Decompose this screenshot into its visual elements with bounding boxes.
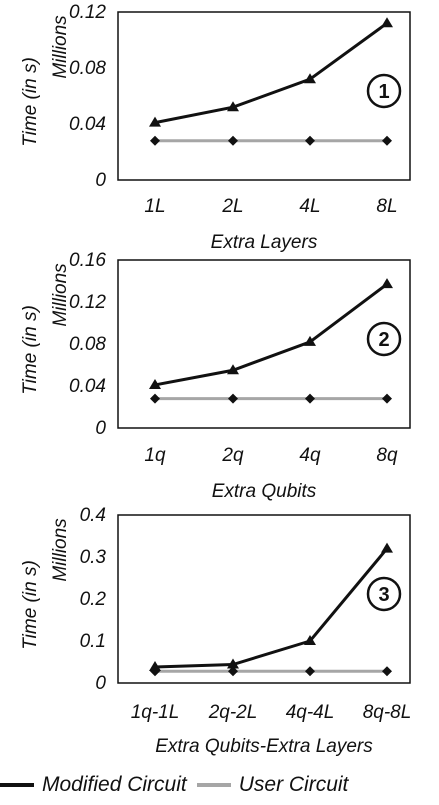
chart-1-frame: [117, 11, 411, 181]
chart-2-xtick-label: 8q: [376, 445, 398, 466]
chart-3-point-user: [228, 666, 238, 677]
legend-item-modified: Modified Circuit: [0, 773, 187, 797]
chart-2-xlabel: Extra Qubits: [212, 481, 317, 502]
chart-3-point-user: [382, 666, 392, 677]
chart-1-point-user: [150, 135, 160, 146]
chart-1-ytick-label: 0.04: [69, 114, 106, 135]
chart-1-xtick-label: 8L: [376, 196, 397, 217]
chart-2-series-modified-line: [154, 282, 388, 387]
chart-2-point-user: [305, 393, 315, 404]
chart-1-ytick-label: 0.12: [69, 2, 106, 23]
chart-3-point-modified: [149, 661, 161, 672]
chart-3-ytick-label: 0.2: [80, 589, 107, 610]
chart-3-xlabel: Extra Qubits-Extra Layers: [155, 736, 373, 757]
chart-3-badge-circle: [366, 576, 402, 612]
chart-2-point-user: [150, 393, 160, 404]
legend: Modified Circuit User Circuit: [0, 768, 439, 802]
legend-swatch-modified: [0, 783, 34, 787]
chart-3-xtick-label: 4q-4L: [286, 702, 335, 723]
legend-swatch-user: [196, 783, 231, 787]
chart-3-yunit-label: Millions: [50, 518, 71, 582]
chart-2-ytick-label: 0.08: [69, 334, 106, 355]
chart-1-badge-label: 1: [378, 81, 389, 103]
chart-3-xtick-label: 1q-1L: [131, 702, 180, 723]
chart-3-xtick-label: 8q-8L: [363, 702, 412, 723]
chart-2-badge-label: 2: [378, 329, 389, 351]
chart-3-point-user: [305, 666, 315, 677]
chart-2-xtick-label: 2q: [221, 445, 244, 466]
chart-2-ytick-label: 0.12: [69, 292, 106, 313]
chart-3-badge-label: 3: [378, 584, 389, 606]
chart-2-ylabel: Time (in s): [20, 305, 41, 395]
chart-1-yunit-label: Millions: [50, 15, 71, 79]
chart-2-badge-circle: [366, 321, 402, 357]
chart-3-ytick-label: 0.4: [80, 505, 106, 526]
chart-2-xtick-label: 4q: [299, 445, 321, 466]
chart-3-point-modified: [227, 658, 239, 669]
chart-3-frame: [117, 514, 411, 684]
chart-2-ytick-label: 0.16: [69, 250, 106, 271]
chart-1-point-modified: [304, 73, 316, 84]
chart-1-point-modified: [149, 116, 161, 127]
chart-1-xtick-label: 1L: [144, 196, 165, 217]
chart-3-xtick-label: 2q-2L: [208, 702, 258, 723]
chart-1-xlabel: Extra Layers: [211, 232, 318, 253]
chart-3-point-modified: [381, 542, 393, 553]
chart-2-frame: [117, 259, 411, 429]
chart-3-series-modified-line: [154, 547, 389, 669]
chart-1-point-user: [228, 135, 238, 146]
chart-1-ylabel: Time (in s): [20, 57, 41, 147]
chart-3-ytick-label: 0: [95, 673, 106, 694]
chart-2-point-modified: [304, 335, 316, 346]
chart-1-point-modified: [381, 17, 393, 28]
chart-3-ytick-label: 0.1: [80, 631, 106, 652]
chart-1-ytick-label: 0.08: [69, 58, 106, 79]
chart-2-ytick-label: 0: [95, 418, 106, 439]
legend-item-user: User Circuit: [196, 773, 349, 797]
chart-3-point-modified: [304, 635, 316, 645]
chart-2-point-user: [382, 393, 392, 404]
chart-1-badge-circle: [366, 73, 402, 109]
chart-1-point-modified: [227, 101, 239, 112]
chart-2-point-modified: [381, 278, 393, 289]
legend-label-user: User Circuit: [238, 773, 349, 796]
chart-2-point-modified: [227, 364, 239, 375]
legend-label-modified: Modified Circuit: [42, 773, 187, 796]
chart-1-series-modified-line: [154, 21, 388, 125]
chart-2-yunit-label: Millions: [50, 263, 71, 327]
chart-1-xtick-label: 4L: [299, 196, 320, 217]
chart-1-xtick-label: 2L: [221, 196, 243, 217]
chart-3-ylabel: Time (in s): [20, 560, 41, 650]
chart-2-point-user: [228, 393, 238, 404]
chart-2-xtick-label: 1q: [144, 445, 166, 466]
chart-1-point-user: [382, 135, 392, 146]
chart-1-ytick-label: 0: [95, 170, 106, 191]
chart-1-point-user: [305, 135, 315, 146]
chart-2-ytick-label: 0.04: [69, 376, 106, 397]
chart-3-ytick-label: 0.3: [80, 547, 107, 568]
chart-2-point-modified: [149, 378, 161, 389]
